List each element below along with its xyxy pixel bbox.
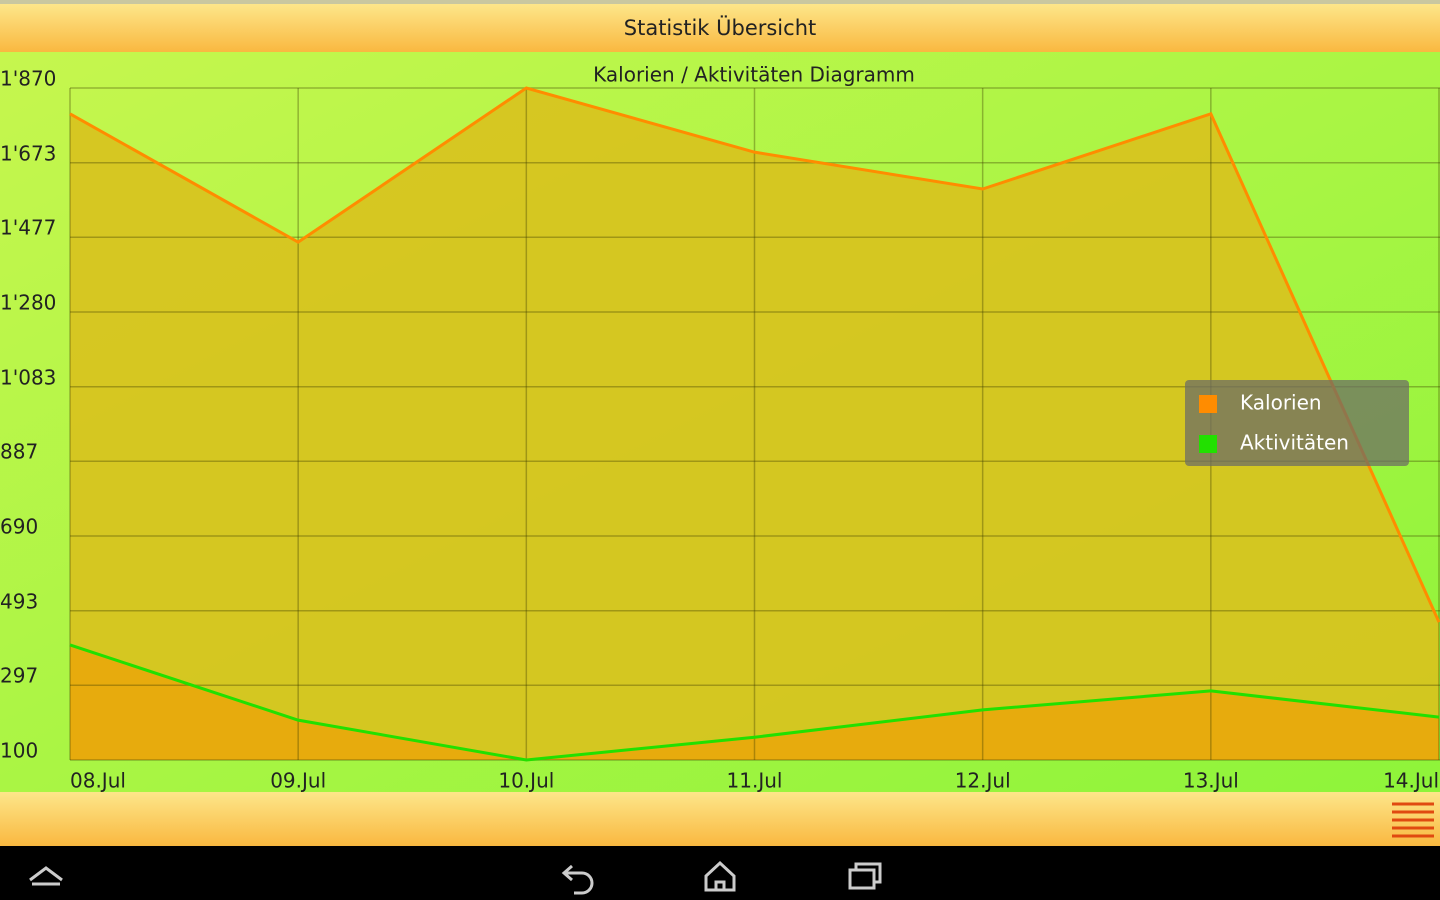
- y-tick-label: 1'280: [0, 291, 56, 315]
- home-button[interactable]: [704, 860, 736, 892]
- y-tick-label: 1'477: [0, 216, 56, 240]
- y-tick-label: 493: [0, 589, 38, 613]
- x-tick-label: 13.Jul: [1183, 769, 1239, 793]
- header-title: Statistik Übersicht: [623, 16, 817, 40]
- back-button[interactable]: [561, 864, 594, 895]
- bottom-bar: [0, 792, 1440, 846]
- nav-icons: [29, 860, 882, 895]
- series-line: [69, 86, 1440, 623]
- x-tick-label: 14.Jul: [1383, 769, 1439, 793]
- x-tick-label: 12.Jul: [955, 769, 1011, 793]
- legend-label: Aktivitäten: [1240, 431, 1349, 455]
- x-tick-label: 11.Jul: [727, 769, 783, 793]
- up-button[interactable]: [29, 866, 63, 886]
- header: Statistik Übersicht: [0, 4, 1440, 52]
- recents-button[interactable]: [848, 862, 882, 890]
- series-line: [69, 643, 1440, 762]
- legend-box: [1185, 380, 1409, 466]
- legend-swatch: [1199, 395, 1217, 413]
- chart: Kalorien / Aktivitäten Diagramm 100 297 49…: [0, 52, 1440, 792]
- x-tick-label: 10.Jul: [498, 769, 554, 793]
- navigation-bar: [0, 846, 1440, 900]
- bottom-bar-icons: [1392, 802, 1434, 838]
- y-tick-label: 1'083: [0, 365, 56, 389]
- legend: Kalorien Aktivitäten: [1185, 380, 1409, 466]
- legend-label: Kalorien: [1240, 391, 1322, 415]
- y-tick-label: 887: [0, 440, 38, 464]
- chart-title: Kalorien / Aktivitäten Diagramm: [593, 63, 915, 87]
- y-tick-label: 1'870: [0, 67, 56, 91]
- y-tick-label: 297: [0, 664, 38, 688]
- area-fill: [70, 644, 1439, 760]
- x-tick-label: 09.Jul: [270, 769, 326, 793]
- menu-icon[interactable]: [1392, 802, 1434, 838]
- y-tick-label: 1'673: [0, 141, 56, 165]
- status-bar: [0, 0, 1440, 4]
- area-fill: [70, 88, 1439, 760]
- x-tick-label: 08.Jul: [70, 769, 126, 793]
- legend-swatch: [1199, 435, 1217, 453]
- y-tick-label: 100: [0, 739, 38, 763]
- y-tick-label: 690: [0, 515, 38, 539]
